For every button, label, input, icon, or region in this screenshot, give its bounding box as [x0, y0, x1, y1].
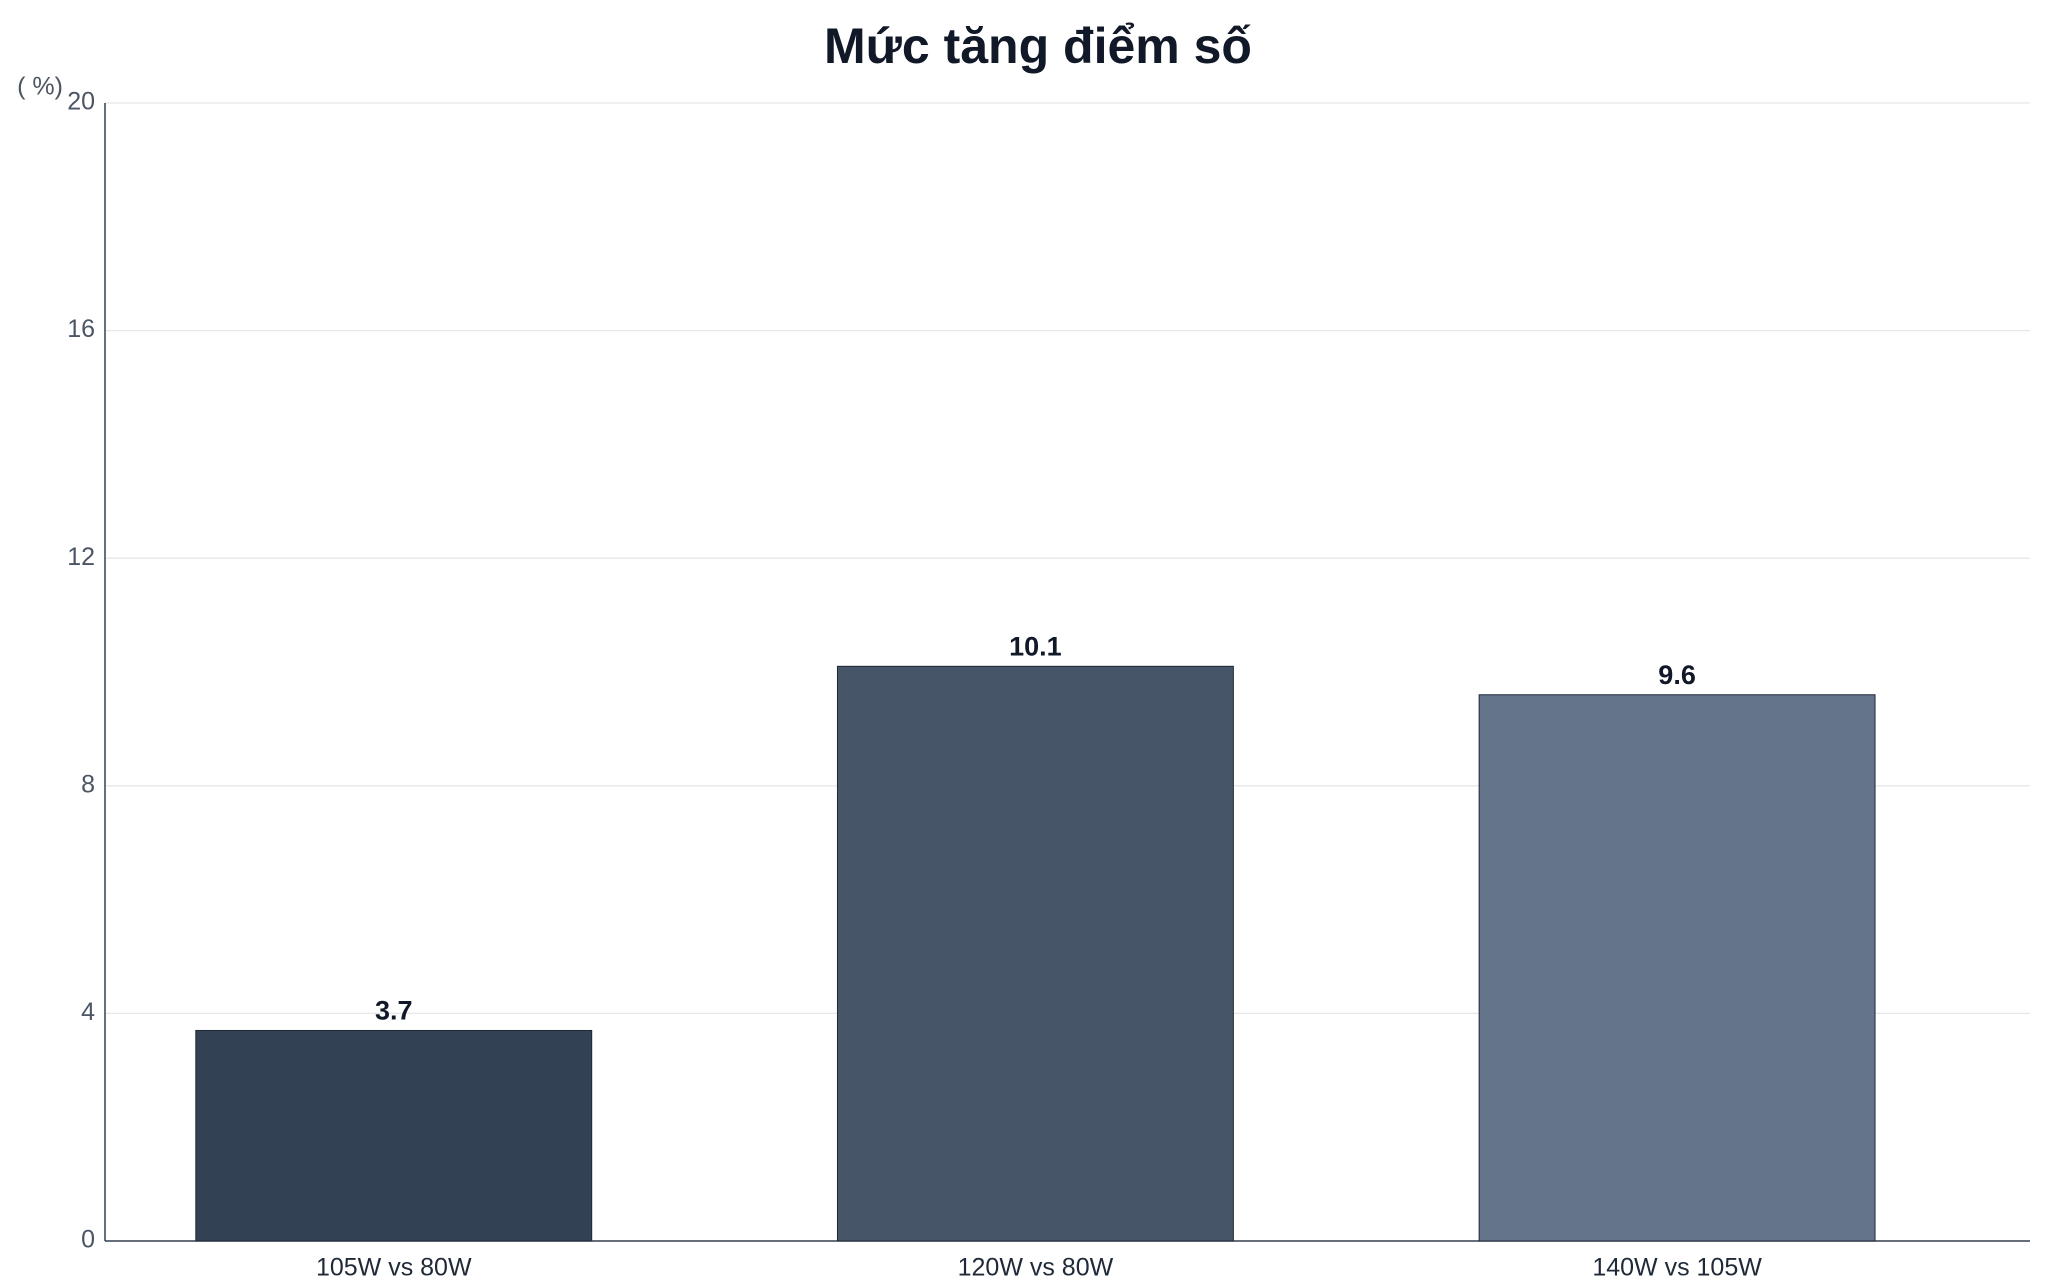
- y-tick-label: 8: [81, 770, 95, 798]
- bar: [1478, 694, 1876, 1242]
- x-tick-label: 140W vs 105W: [1592, 1254, 1762, 1280]
- y-tick-label: 20: [67, 88, 95, 116]
- x-tick-label: 105W vs 80W: [316, 1254, 472, 1280]
- y-tick-label: 0: [81, 1226, 95, 1254]
- bar: [195, 1029, 593, 1242]
- x-tick-label: 120W vs 80W: [958, 1254, 1114, 1280]
- bar: [836, 665, 1234, 1242]
- value-label: 10.1: [1009, 631, 1062, 661]
- value-label: 9.6: [1658, 660, 1696, 690]
- value-label: 3.7: [375, 996, 413, 1026]
- chart-title: Mức tăng điểm số: [824, 18, 1252, 74]
- y-axis-label: ( %): [17, 73, 63, 101]
- y-tick-label: 16: [67, 315, 95, 343]
- y-tick-label: 4: [81, 998, 95, 1026]
- y-tick-label: 12: [67, 543, 95, 571]
